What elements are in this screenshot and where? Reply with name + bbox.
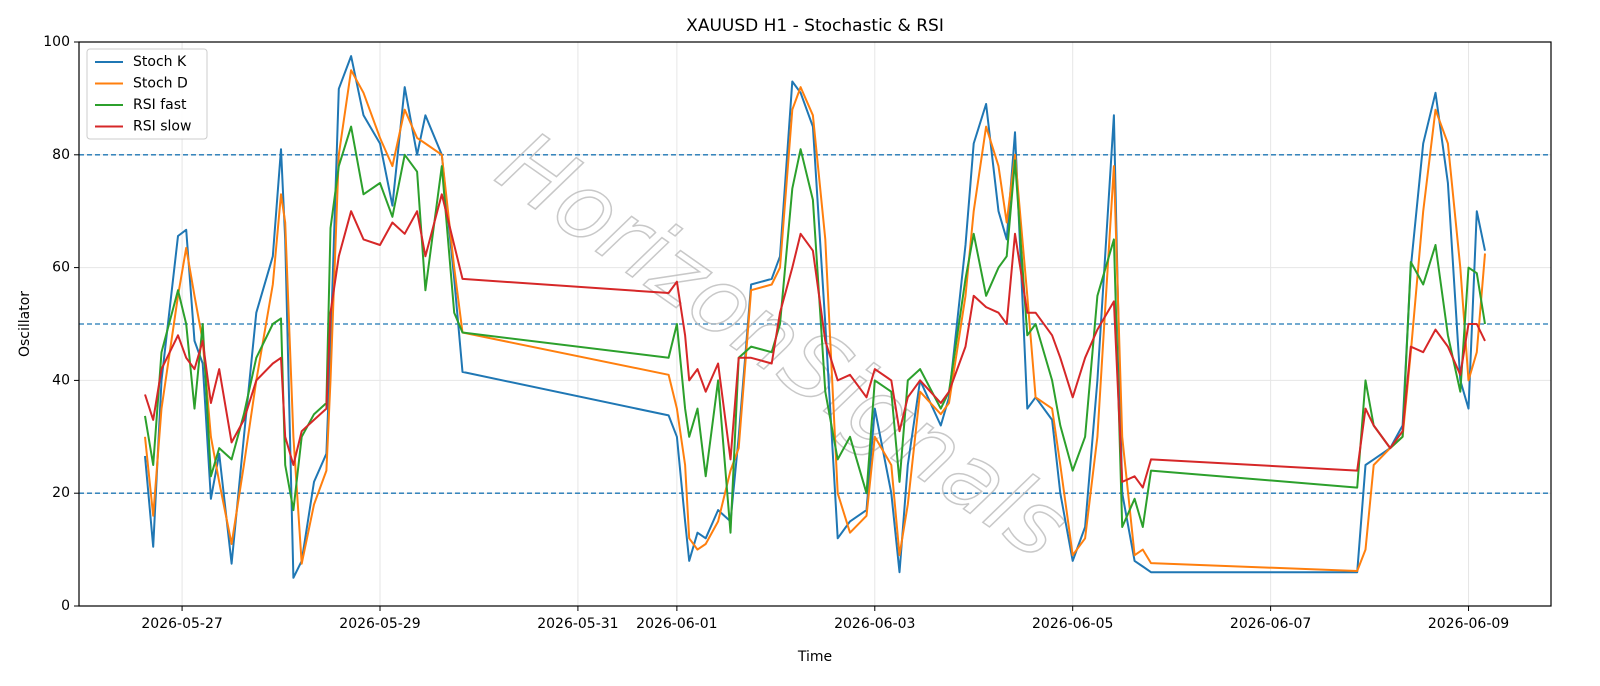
x-tick-label: 2026-06-05: [1032, 616, 1113, 632]
x-tick-label: 2026-06-03: [834, 616, 915, 632]
series-line: [144, 69, 1486, 572]
plot-frame: [78, 41, 1552, 607]
x-tick-label: 2026-06-01: [636, 616, 717, 632]
y-tick-label: 20: [52, 485, 70, 501]
series-line: [144, 125, 1486, 534]
x-tick-label: 2026-05-31: [537, 616, 618, 632]
series-line: [144, 193, 1486, 489]
x-axis-label: Time: [797, 649, 832, 665]
legend-label: Stoch D: [133, 76, 188, 92]
y-axis-label: Oscillator: [17, 291, 33, 357]
y-tick-label: 80: [52, 147, 70, 163]
legend: Stoch K Stoch D RSI fast RSI slow: [86, 48, 208, 140]
legend-label: Stoch K: [133, 54, 187, 70]
y-tick-label: 60: [52, 260, 70, 276]
y-tick-label: 100: [43, 34, 70, 50]
chart-title: XAUUSD H1 - Stochastic & RSI: [686, 16, 944, 36]
y-tick-label: 40: [52, 372, 70, 388]
legend-label: RSI slow: [133, 119, 191, 135]
x-tick-label: 2026-05-27: [141, 616, 222, 632]
legend-label: RSI fast: [133, 97, 187, 113]
x-tick-label: 2026-06-07: [1230, 616, 1311, 632]
x-tick-label: 2026-06-09: [1428, 616, 1509, 632]
series-line: [144, 55, 1486, 579]
y-tick-label: 0: [61, 598, 70, 614]
legend-box: [86, 48, 208, 140]
x-tick-label: 2026-05-29: [339, 616, 420, 632]
